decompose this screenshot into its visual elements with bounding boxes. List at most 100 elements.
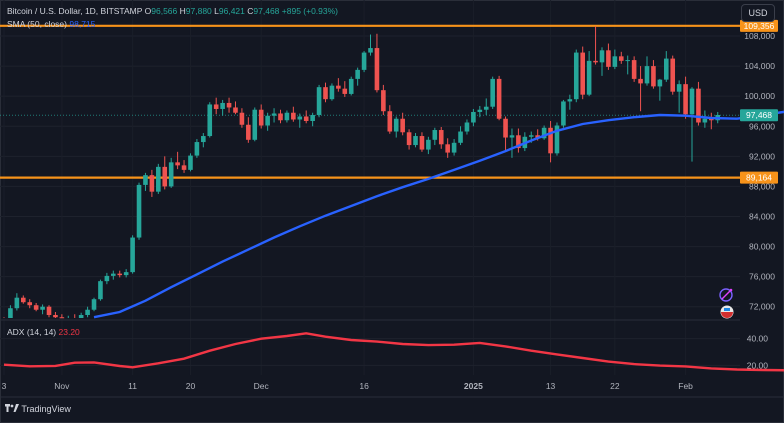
currency-button[interactable]: USD [741, 4, 775, 22]
candle [239, 108, 245, 128]
candle-body [8, 308, 13, 318]
candle-body [644, 66, 650, 84]
candle-body [496, 78, 502, 119]
candle [342, 81, 348, 97]
candle [355, 67, 360, 86]
candle-body [696, 88, 701, 123]
last-price-tag [740, 109, 778, 122]
candle [258, 104, 264, 129]
candle [670, 55, 676, 95]
adx-value: 23.20 [58, 327, 80, 337]
magic-wand-icon[interactable] [719, 288, 733, 302]
candle-body [78, 314, 84, 318]
candle-body [355, 69, 360, 79]
time-tick-label: Feb [678, 381, 693, 391]
candle-body [618, 56, 624, 61]
candle [599, 47, 605, 76]
candle-body [586, 60, 592, 95]
candle [213, 97, 219, 115]
candle-body [85, 309, 90, 315]
candle [651, 60, 656, 89]
time-tick-label: 2025 [464, 381, 483, 391]
time-tick-label: Nov [54, 381, 70, 391]
candle-body [53, 314, 58, 318]
candle-body [419, 136, 425, 150]
price-tick-label: 84,000 [749, 211, 775, 221]
candle-body [104, 275, 110, 282]
symbol-title: Bitcoin / U.S. Dollar, 1D, BITSTAMP [7, 6, 143, 16]
candle-body [483, 106, 489, 110]
adx-tick-label: 20.00 [747, 360, 769, 370]
candle-body [188, 155, 193, 170]
candle [316, 84, 322, 118]
time-axis[interactable]: 3 Nov 11 20 Dec 16 2025 13 22 Feb [2, 381, 694, 391]
price-axis[interactable]: 108,000104,000100,00096,00092,00088,0008… [744, 31, 775, 312]
price-tick-label: 100,000 [744, 91, 775, 101]
candle-body [541, 127, 547, 139]
sma-legend[interactable]: SMA (50, close) 98,715 [7, 19, 95, 29]
candle-body [194, 142, 200, 156]
candle [606, 43, 611, 70]
sma-label: SMA (50, close) [7, 19, 67, 29]
candle-body [226, 102, 232, 108]
candle-body [239, 112, 245, 125]
candle-body [291, 112, 296, 120]
candle [374, 33, 380, 93]
candle-body [670, 58, 676, 92]
candle [85, 306, 90, 318]
low-label: L [214, 6, 219, 16]
high-value: 97,880 [185, 6, 212, 16]
candle [683, 76, 688, 119]
candle-body [117, 273, 123, 276]
candle [14, 293, 20, 311]
candle-body [14, 297, 20, 309]
candle-body [702, 118, 708, 123]
candle-body [709, 118, 714, 121]
candle [567, 94, 573, 110]
candle-body [368, 48, 373, 53]
flag-avatar-icon[interactable] [720, 305, 734, 319]
candle [291, 106, 296, 122]
candle-body [464, 122, 470, 132]
candle-body [400, 118, 405, 133]
candle-body [612, 56, 618, 67]
candle-body [175, 162, 180, 166]
candle-body [201, 136, 206, 143]
candle-body [361, 52, 367, 70]
candle-body [91, 299, 97, 310]
candle [8, 305, 13, 318]
candle [104, 272, 110, 285]
candle-body [432, 130, 438, 140]
candle-body [348, 78, 354, 94]
candle [117, 270, 123, 278]
candle-body [342, 88, 348, 94]
open-value: 96,566 [151, 6, 178, 16]
candle [618, 51, 624, 64]
candle [406, 129, 412, 150]
adx-legend[interactable]: ADX (14, 14) 23.20 [7, 327, 80, 337]
candle-body [490, 78, 495, 107]
candle-body [336, 85, 341, 89]
candle [278, 109, 283, 124]
candle [393, 116, 399, 138]
adx-line [3, 332, 784, 372]
price-tick-label: 108,000 [744, 31, 775, 41]
candle-body [445, 144, 450, 153]
candle-body [631, 60, 637, 79]
candle [53, 311, 58, 318]
candle-body [303, 116, 309, 121]
candle [310, 112, 315, 127]
tradingview-logo[interactable]: TradingView [5, 403, 71, 414]
candle [220, 99, 225, 116]
time-tick-label: 13 [546, 381, 556, 391]
candle [336, 78, 341, 92]
candle-body [593, 60, 598, 63]
time-tick-label: 3 [2, 381, 7, 391]
candle-body [27, 302, 33, 306]
candle-body [638, 78, 643, 84]
candle [554, 122, 560, 156]
candle-body [381, 90, 386, 112]
last-price-tag-label: 97,468 [746, 110, 772, 120]
candle [689, 87, 695, 162]
